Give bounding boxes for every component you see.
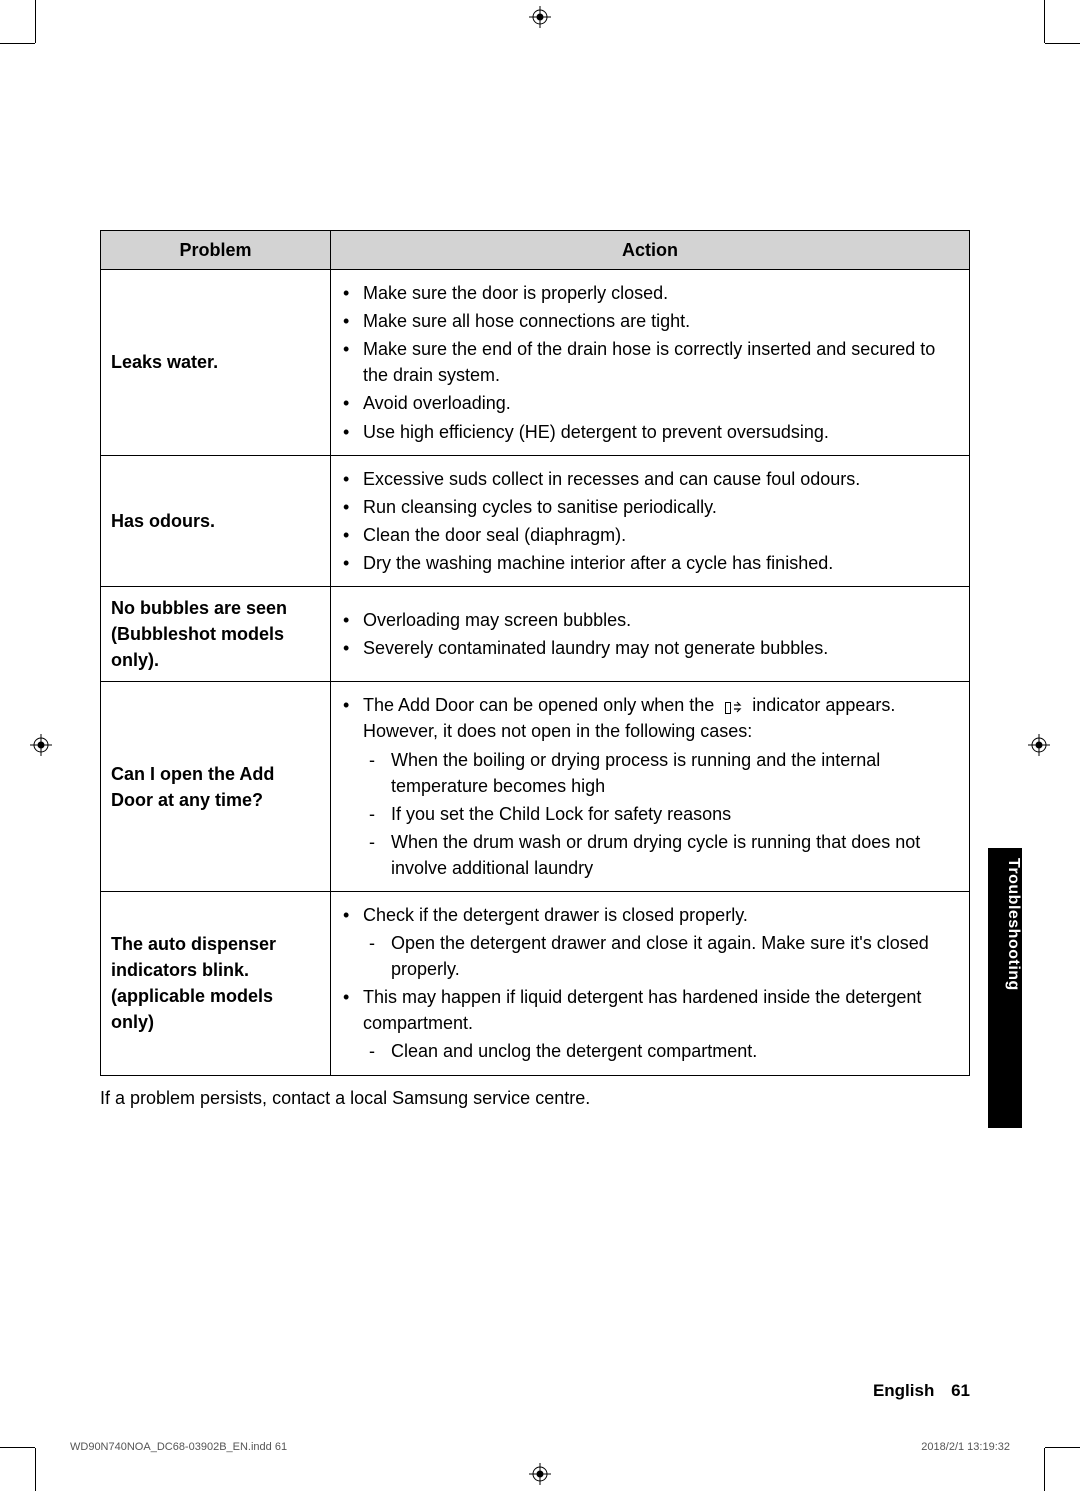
page-footer: English 61	[100, 1381, 970, 1401]
action-cell: The Add Door can be opened only when the…	[331, 682, 970, 892]
action-item: Avoid overloading.	[363, 390, 959, 416]
add-door-indicator-icon	[723, 699, 743, 715]
problem-cell: The auto dispenser indicators blink. (ap…	[101, 891, 331, 1075]
dispenser-b2: This may happen if liquid detergent has …	[363, 987, 921, 1033]
action-item: Excessive suds collect in recesses and c…	[363, 466, 959, 492]
page-content: Problem Action Leaks water. Make sure th…	[100, 230, 970, 1109]
table-row: Has odours. Excessive suds collect in re…	[101, 455, 970, 586]
case-item: When the boiling or drying process is ru…	[391, 747, 959, 799]
action-cell: Excessive suds collect in recesses and c…	[331, 455, 970, 586]
table-row: Leaks water. Make sure the door is prope…	[101, 270, 970, 456]
footnote: If a problem persists, contact a local S…	[100, 1088, 970, 1109]
action-cell: Overloading may screen bubbles. Severely…	[331, 587, 970, 682]
troubleshooting-table: Problem Action Leaks water. Make sure th…	[100, 230, 970, 1076]
header-problem: Problem	[101, 231, 331, 270]
action-item: The Add Door can be opened only when the…	[363, 692, 959, 881]
sub-item: Clean and unclog the detergent compartme…	[391, 1038, 959, 1064]
sub-item: Open the detergent drawer and close it a…	[391, 930, 959, 982]
action-item: Run cleansing cycles to sanitise periodi…	[363, 494, 959, 520]
problem-cell: Can I open the Add Door at any time?	[101, 682, 331, 892]
action-item: Check if the detergent drawer is closed …	[363, 902, 959, 982]
action-item: Make sure the door is properly closed.	[363, 280, 959, 306]
header-action: Action	[331, 231, 970, 270]
problem-cell: No bubbles are seen (Bubbleshot models o…	[101, 587, 331, 682]
registration-mark-icon	[529, 6, 551, 28]
add-door-text-prefix: The Add Door can be opened only when the	[363, 695, 719, 715]
action-cell: Make sure the door is properly closed. M…	[331, 270, 970, 456]
registration-mark-icon	[1028, 734, 1050, 756]
action-item: Severely contaminated laundry may not ge…	[363, 635, 959, 661]
print-metadata: WD90N740NOA_DC68-03902B_EN.indd 61 2018/…	[70, 1441, 1010, 1453]
registration-mark-icon	[30, 734, 52, 756]
problem-cell: Has odours.	[101, 455, 331, 586]
action-item: Clean the door seal (diaphragm).	[363, 522, 959, 548]
action-cell: Check if the detergent drawer is closed …	[331, 891, 970, 1075]
section-tab: Troubleshooting	[988, 848, 1022, 1128]
registration-mark-icon	[529, 1463, 551, 1485]
table-row: The auto dispenser indicators blink. (ap…	[101, 891, 970, 1075]
table-row: No bubbles are seen (Bubbleshot models o…	[101, 587, 970, 682]
footer-language: English	[873, 1381, 934, 1400]
action-item: Overloading may screen bubbles.	[363, 607, 959, 633]
action-item: Make sure the end of the drain hose is c…	[363, 336, 959, 388]
action-item: Use high efficiency (HE) detergent to pr…	[363, 419, 959, 445]
problem-cell: Leaks water.	[101, 270, 331, 456]
footer-page-number: 61	[951, 1381, 970, 1400]
dispenser-b1: Check if the detergent drawer is closed …	[363, 905, 748, 925]
print-timestamp: 2018/2/1 13:19:32	[921, 1441, 1010, 1453]
case-item: When the drum wash or drum drying cycle …	[391, 829, 959, 881]
print-file: WD90N740NOA_DC68-03902B_EN.indd 61	[70, 1441, 287, 1453]
table-row: Can I open the Add Door at any time? The…	[101, 682, 970, 892]
action-item: This may happen if liquid detergent has …	[363, 984, 959, 1064]
case-item: If you set the Child Lock for safety rea…	[391, 801, 959, 827]
action-item: Make sure all hose connections are tight…	[363, 308, 959, 334]
action-item: Dry the washing machine interior after a…	[363, 550, 959, 576]
